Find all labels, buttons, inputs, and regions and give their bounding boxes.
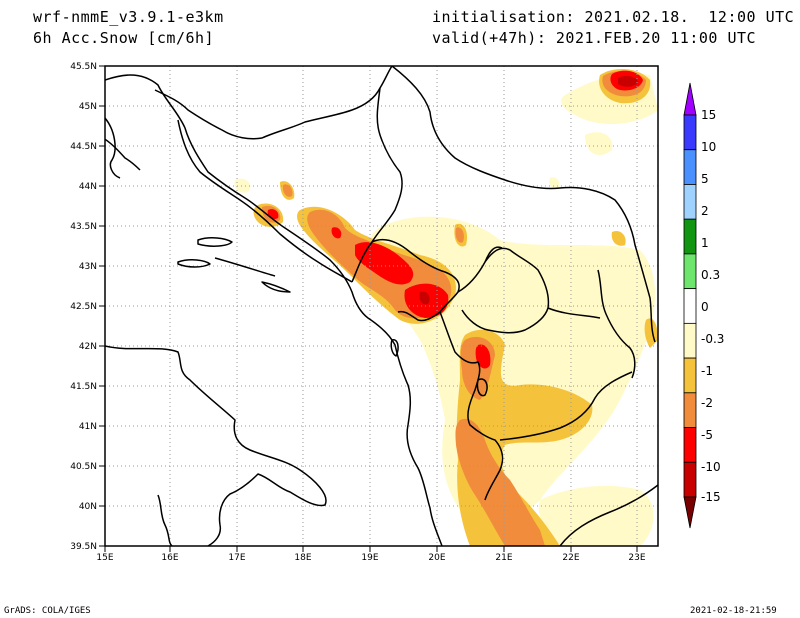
grads-credit: GrADS: COLA/IGES [4, 606, 91, 616]
island-mljet [261, 281, 291, 293]
lake-shkodra [390, 339, 399, 357]
legend-color-box [683, 184, 697, 220]
legend-label: 0 [701, 300, 709, 314]
island-coast [105, 138, 141, 171]
legend-top-arrow [683, 82, 697, 116]
snow-field [234, 68, 658, 546]
border-bulgaria [597, 269, 636, 379]
legend-label: -15 [701, 490, 721, 504]
lon-label: 21E [495, 553, 512, 563]
legend-label: -0.3 [701, 332, 724, 346]
island-brac [197, 237, 233, 247]
lon-label: 20E [428, 553, 445, 563]
lon-label: 15E [96, 553, 113, 563]
coastline-greece [559, 484, 658, 546]
legend-label: 10 [701, 140, 716, 154]
lat-label: 40.5N [70, 462, 97, 472]
legend-label: 0.3 [701, 268, 720, 282]
valid-time: valid(+47h): 2021.FEB.20 11:00 UTC [432, 29, 757, 47]
island-korcula [214, 257, 276, 277]
legend-label: -10 [701, 460, 721, 474]
lat-label: 44.5N [70, 142, 97, 152]
legend-color-box [683, 322, 697, 359]
legend-label: -5 [701, 428, 713, 442]
model-title: wrf-nmmE_v3.9.1-e3km [33, 8, 224, 26]
generation-timestamp: 2021-02-18-21:59 [690, 606, 777, 616]
lat-label: 41N [79, 422, 97, 432]
lat-label: 43.5N [70, 222, 97, 232]
coastlines-borders [105, 66, 658, 546]
lat-label: 44N [79, 182, 97, 192]
border-serbia-east [391, 66, 656, 343]
lat-label: 45.5N [70, 62, 97, 72]
lon-label: 23E [628, 553, 645, 563]
legend-color-box [683, 392, 697, 428]
lat-label: 42.5N [70, 302, 97, 312]
lon-label: 18E [294, 553, 311, 563]
lat-label: 45N [79, 102, 97, 112]
border-north [154, 66, 393, 140]
legend-label: -1 [701, 364, 713, 378]
variable-title: 6h Acc.Snow [cm/6h] [33, 29, 215, 47]
border-macedonia-north [547, 307, 601, 319]
lat-label: 43N [79, 262, 97, 272]
snow-light-areas [234, 73, 658, 546]
lat-label: 39.5N [70, 542, 97, 552]
legend-label: 2 [701, 204, 709, 218]
legend-color-box [683, 427, 697, 463]
legend-color-box [683, 149, 697, 185]
legend-color-box [683, 114, 697, 151]
border-bosnia-east [371, 87, 403, 243]
legend-color-box [683, 218, 697, 255]
lon-label: 19E [361, 553, 378, 563]
legend-label: 1 [701, 236, 709, 250]
legend-color-box [683, 357, 697, 394]
coastline-calabria [157, 494, 173, 546]
coastline-italy-north [105, 117, 121, 179]
lon-label: 22E [562, 553, 579, 563]
border-montenegro [351, 238, 460, 322]
border-kosovo-north [484, 246, 503, 263]
legend-color-box [683, 253, 697, 290]
lon-label: 17E [228, 553, 245, 563]
lat-label: 42N [79, 342, 97, 352]
legend-color-box [683, 461, 697, 498]
color-legend: 15 10 5 2 1 0.3 0 -0.3 -1 -2 -5 -10 -15 [683, 82, 724, 529]
initialisation-time: initialisation: 2021.02.18. 12:00 UTC [432, 8, 795, 26]
lon-label: 16E [161, 553, 178, 563]
legend-label: 5 [701, 172, 709, 186]
coastline-balkans [105, 74, 443, 546]
legend-bottom-arrow [683, 496, 697, 529]
coastline-italy-south [105, 345, 327, 546]
lat-label: 40N [79, 502, 97, 512]
lat-label: 41.5N [70, 382, 97, 392]
snow-extreme-areas [419, 75, 638, 305]
border-macedonia-greece [499, 371, 633, 441]
legend-label: 15 [701, 108, 716, 122]
lake-ohrid [476, 378, 488, 397]
island-hvar [177, 259, 211, 268]
legend-label: -2 [701, 396, 713, 410]
border-bosnia-west [177, 119, 353, 283]
legend-color-box [683, 288, 697, 324]
axis-ticks [99, 65, 638, 552]
border-albania-east [439, 311, 504, 501]
